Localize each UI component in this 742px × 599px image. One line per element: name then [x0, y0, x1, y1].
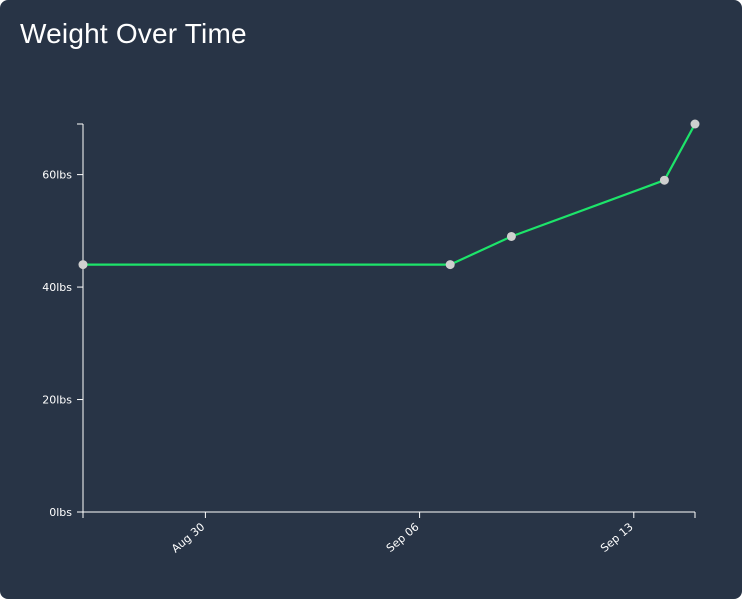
- chart-title: Weight Over Time: [20, 18, 247, 49]
- y-tick-label: 0lbs: [49, 506, 72, 519]
- y-tick-label: 60lbs: [42, 169, 72, 182]
- y-tick-label: 40lbs: [42, 281, 72, 294]
- data-point: [506, 231, 516, 241]
- data-point: [78, 260, 88, 270]
- x-tick-label: Aug 30: [169, 520, 207, 555]
- x-tick-label: Sep 06: [384, 520, 422, 555]
- data-point: [445, 260, 455, 270]
- series-line: [83, 123, 696, 266]
- x-tick-label: Sep 13: [598, 520, 636, 555]
- data-point: [690, 119, 700, 129]
- y-tick-label: 20lbs: [42, 394, 72, 407]
- data-point: [659, 175, 669, 185]
